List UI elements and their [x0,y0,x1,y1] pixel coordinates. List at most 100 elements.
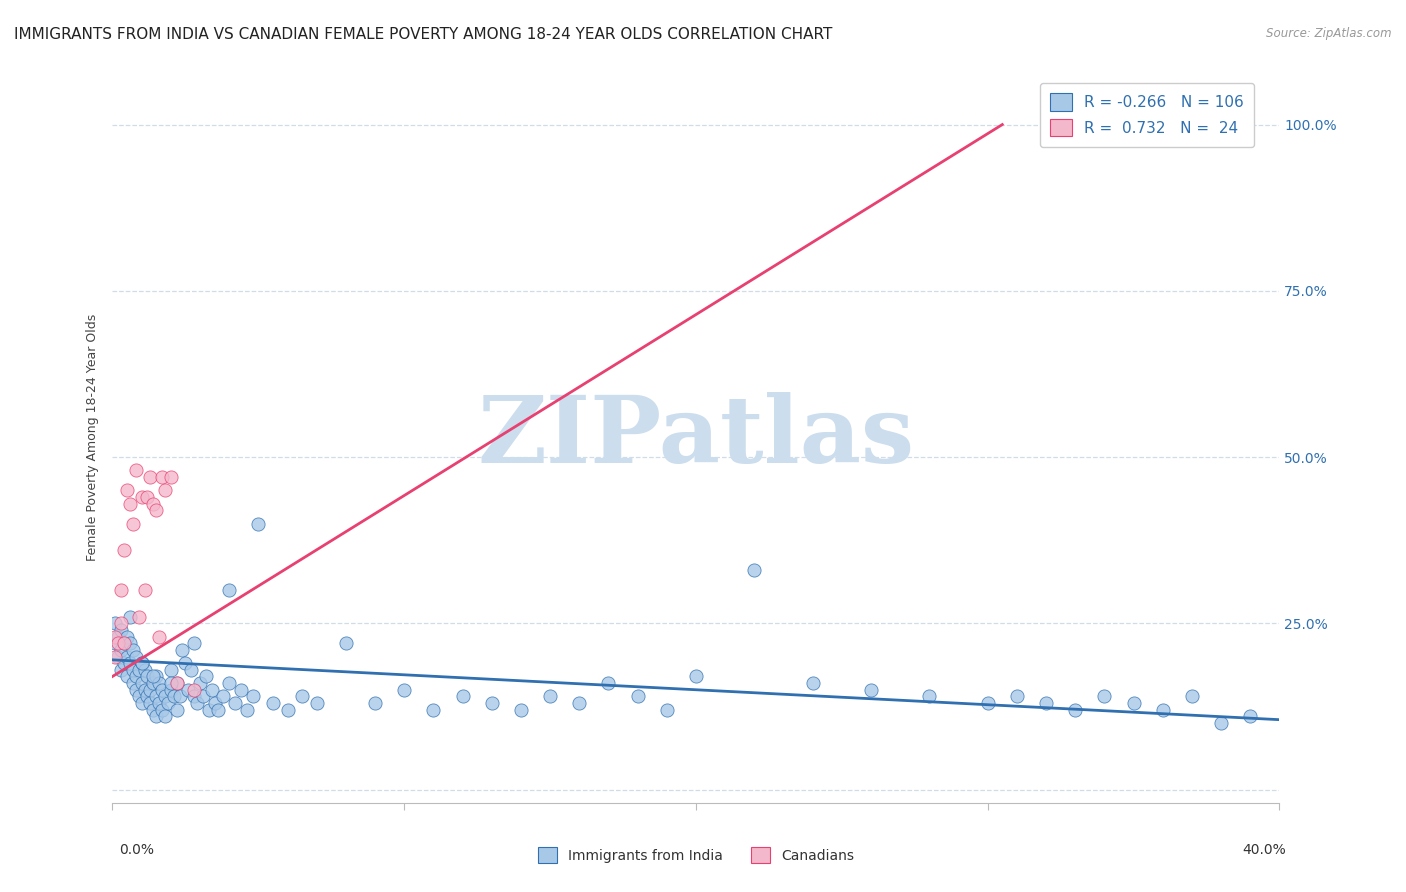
Point [115,630,138,644]
Point [136,690,159,704]
Point [976,696,998,710]
Point [183,636,205,650]
Point [118,497,141,511]
Point [128,690,150,704]
Point [107,636,129,650]
Point [115,483,138,498]
Point [153,709,176,723]
Legend: Immigrants from India, Canadians: Immigrants from India, Canadians [531,842,860,869]
Point [112,636,135,650]
Point [160,682,183,697]
Text: ZIPatlas: ZIPatlas [478,392,914,482]
Point [145,503,167,517]
Y-axis label: Female Poverty Among 18-24 Year Olds: Female Poverty Among 18-24 Year Olds [86,313,100,561]
Point [166,676,188,690]
Point [1209,716,1232,731]
Point [131,656,153,670]
Point [169,690,191,704]
Point [110,623,132,637]
Point [1181,690,1204,704]
Point [422,703,444,717]
Point [188,676,211,690]
Point [742,563,765,577]
Point [481,696,503,710]
Point [568,696,591,710]
Point [655,703,678,717]
Point [142,669,165,683]
Point [1122,696,1144,710]
Point [194,669,217,683]
Point [112,636,135,650]
Point [305,696,328,710]
Point [538,690,561,704]
Point [122,663,145,677]
Point [172,643,194,657]
Point [183,690,205,704]
Point [139,470,162,484]
Point [247,516,270,531]
Point [128,609,150,624]
Point [598,676,620,690]
Point [139,696,162,710]
Point [110,663,132,677]
Text: Source: ZipAtlas.com: Source: ZipAtlas.com [1267,27,1392,40]
Point [125,682,148,697]
Point [204,696,226,710]
Point [118,656,141,670]
Point [145,690,167,704]
Point [107,649,129,664]
Point [150,682,173,697]
Point [148,630,170,644]
Text: IMMIGRANTS FROM INDIA VS CANADIAN FEMALE POVERTY AMONG 18-24 YEAR OLDS CORRELATI: IMMIGRANTS FROM INDIA VS CANADIAN FEMALE… [14,27,832,42]
Point [104,636,127,650]
Point [229,682,252,697]
Point [627,690,650,704]
Point [134,663,156,677]
Point [104,616,127,631]
Point [136,490,159,504]
Point [131,696,153,710]
Point [224,696,246,710]
Point [142,676,165,690]
Point [262,696,284,710]
Point [145,669,167,683]
Point [201,682,224,697]
Point [104,630,127,644]
Point [860,682,883,697]
Point [177,682,200,697]
Point [160,663,183,677]
Point [150,703,173,717]
Point [685,669,707,683]
Point [291,690,314,704]
Point [212,690,235,704]
Point [153,690,176,704]
Point [1152,703,1174,717]
Point [1064,703,1087,717]
Point [1035,696,1057,710]
Point [148,696,170,710]
Point [394,682,416,697]
Point [131,490,153,504]
Point [235,703,257,717]
Point [136,669,159,683]
Text: 40.0%: 40.0% [1243,843,1286,857]
Point [110,643,132,657]
Point [131,656,153,670]
Point [125,463,148,477]
Point [174,656,197,670]
Point [125,649,148,664]
Point [801,676,824,690]
Point [163,690,186,704]
Point [122,676,145,690]
Point [451,690,474,704]
Point [1005,690,1028,704]
Point [107,630,129,644]
Point [112,543,135,558]
Point [153,483,176,498]
Point [104,649,127,664]
Point [218,676,240,690]
Point [122,516,145,531]
Point [191,690,214,704]
Point [131,676,153,690]
Point [166,676,188,690]
